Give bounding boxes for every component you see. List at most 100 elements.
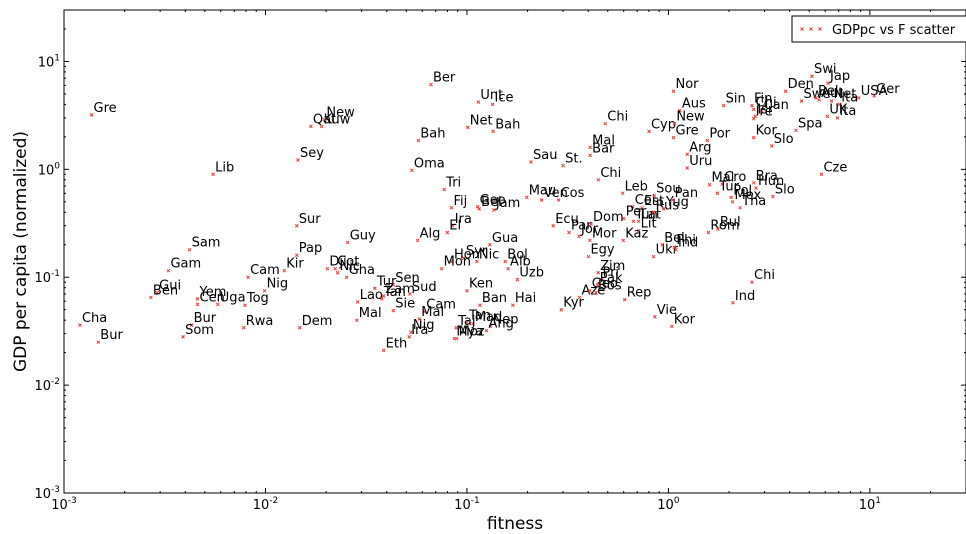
point-label: Dem: [302, 314, 333, 329]
point-label: Guy: [350, 228, 376, 243]
data-point: [769, 144, 774, 148]
data-point: [215, 302, 220, 307]
x-tick-label: 100: [657, 496, 680, 513]
point-label: Geo: [592, 277, 618, 292]
data-point: [826, 81, 830, 85]
point-label: Ger: [876, 82, 900, 97]
data-point: [671, 89, 676, 94]
y-tick-label: 101: [38, 53, 60, 70]
data-point: [465, 125, 470, 130]
data-point: [556, 198, 561, 202]
data-point: [325, 266, 330, 271]
data-point: [751, 107, 756, 112]
point-label: Fij: [453, 194, 467, 209]
point-label: Cze: [823, 160, 847, 175]
point-label: Kir: [286, 257, 304, 272]
point-label: Pak: [600, 271, 623, 286]
point-label: Tog: [246, 291, 269, 306]
point-label: Sud: [412, 280, 437, 295]
data-point: [720, 182, 725, 186]
data-point: [594, 290, 598, 295]
data-point: [705, 138, 710, 143]
data-point: [620, 191, 625, 196]
data-point: [814, 96, 818, 100]
data-point: [379, 297, 384, 301]
data-point: [588, 145, 593, 150]
point-label: Ban: [482, 291, 507, 306]
data-point: [586, 254, 591, 259]
point-label: Pap: [299, 241, 322, 256]
point-label: Mal: [359, 306, 382, 321]
point-label: Ita: [841, 90, 858, 105]
point-label: Alb: [510, 255, 531, 270]
data-point: [416, 138, 421, 143]
point-label: Swe: [804, 87, 831, 102]
data-point: [211, 172, 216, 177]
point-label: Rep: [627, 286, 652, 301]
data-point: [706, 230, 711, 235]
point-label: Tur: [376, 274, 397, 289]
data-point: [652, 193, 657, 198]
data-point: [652, 314, 657, 319]
point-label: Lao: [360, 288, 383, 303]
data-point: [738, 205, 742, 210]
data-point: [445, 230, 450, 235]
point-label: Mya: [456, 325, 483, 340]
point-label: Moz: [459, 325, 485, 340]
data-point: [651, 210, 656, 215]
point-label: Jap: [829, 69, 850, 84]
point-label: UK: [829, 102, 848, 117]
data-point: [452, 336, 457, 341]
point-label: Nig: [267, 277, 289, 292]
point-label: Bel: [664, 231, 685, 246]
data-point: [825, 114, 830, 119]
data-point: [246, 275, 250, 280]
point-label: Bur: [100, 328, 123, 343]
point-label: Zim: [600, 259, 625, 274]
y-tick-label: 10-3: [34, 485, 60, 502]
data-point: [685, 152, 690, 157]
data-point: [478, 303, 482, 308]
point-label: Bol: [507, 247, 527, 262]
data-point: [155, 290, 160, 295]
data-point: [345, 240, 350, 245]
data-point: [754, 186, 758, 190]
point-label: Jor: [580, 222, 599, 237]
x-tick-label: 10-1: [454, 496, 480, 513]
data-point: [381, 348, 386, 353]
data-point: [621, 216, 626, 221]
point-label: Ice: [495, 90, 514, 105]
data-point: [476, 100, 481, 104]
legend-marker-glyph: [818, 27, 822, 31]
point-label: Pol: [733, 183, 752, 198]
point-label: Slo: [775, 183, 795, 198]
legend: GDPpc vs F scatter: [791, 15, 966, 43]
data-point: [685, 166, 690, 170]
data-point: [96, 340, 101, 345]
data-point: [524, 195, 529, 200]
data-point: [415, 238, 420, 243]
data-point: [587, 288, 592, 293]
data-point: [408, 292, 412, 296]
point-label: Por: [709, 127, 730, 142]
point-label: Per: [626, 205, 647, 220]
data-point: [715, 191, 720, 196]
x-tick-label: 10-3: [51, 496, 77, 513]
y-axis-label: GDP per capita (normalized): [11, 131, 31, 372]
data-point: [577, 295, 582, 300]
data-point: [837, 102, 842, 107]
point-label: Ven: [544, 186, 568, 201]
data-point: [588, 238, 592, 243]
point-label: Bos: [598, 279, 622, 294]
point-label: Ind: [678, 236, 698, 251]
point-label: Sin: [726, 92, 746, 107]
data-point: [335, 270, 340, 275]
data-point: [716, 227, 720, 231]
point-label: Fin: [754, 92, 772, 107]
point-label: Bar: [592, 141, 615, 156]
data-point: [391, 308, 396, 313]
data-point: [488, 324, 493, 329]
point-label: Mal: [592, 133, 615, 148]
